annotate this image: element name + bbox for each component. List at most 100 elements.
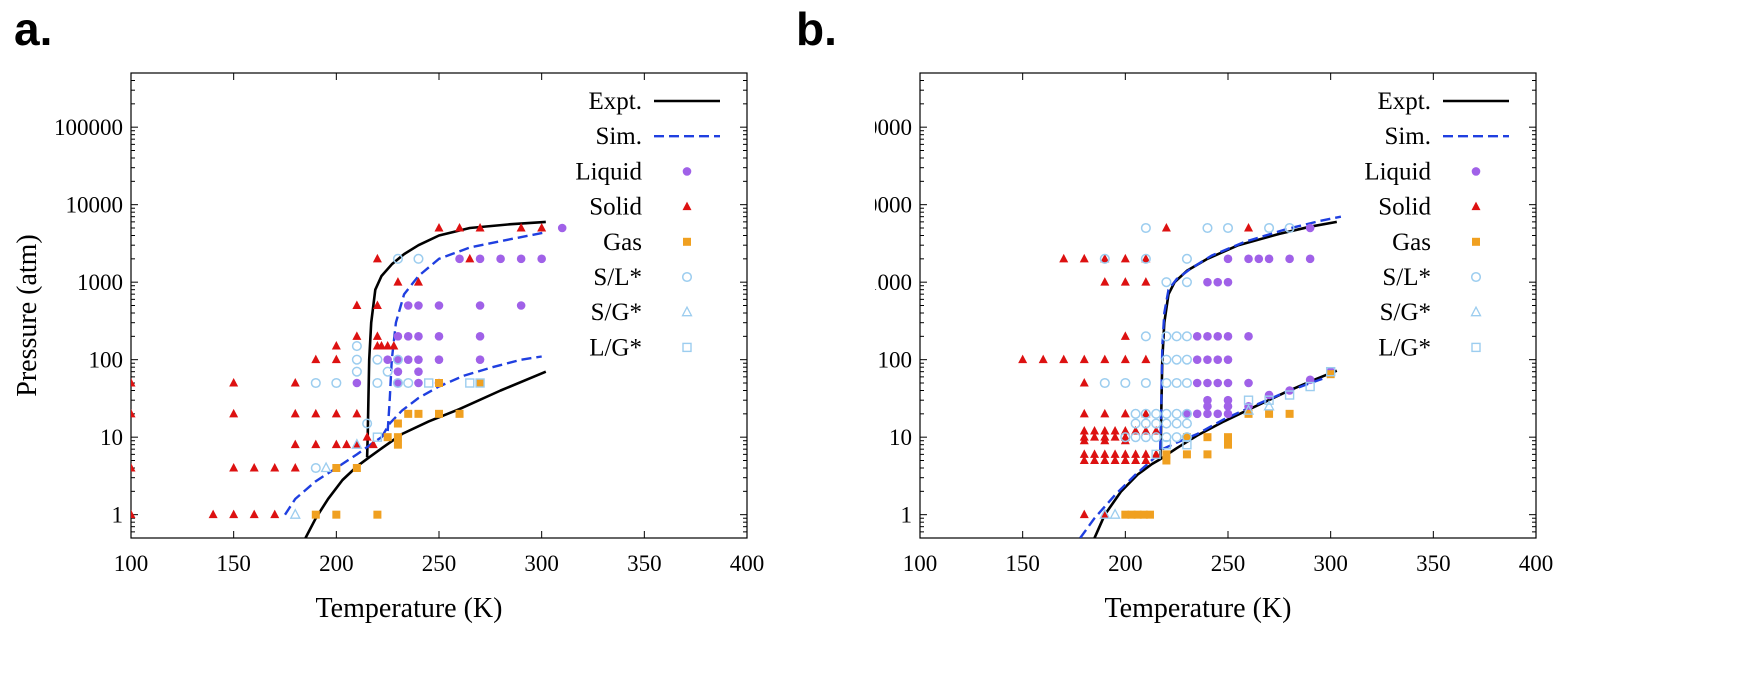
- solid-point: [1018, 354, 1028, 364]
- liquid-point: [393, 355, 403, 364]
- sl-point: [1202, 222, 1213, 234]
- liquid-point: [1244, 254, 1253, 264]
- solid-point: [1090, 455, 1100, 464]
- solid-point: [229, 378, 239, 387]
- solid-point: [434, 223, 444, 232]
- sl-point: [351, 354, 362, 365]
- x-tick-label: 250: [1211, 551, 1246, 576]
- gas-point: [414, 409, 423, 418]
- gas-point: [1203, 450, 1212, 459]
- solid-point: [1079, 426, 1089, 435]
- y-tick-label: 10000: [66, 193, 124, 218]
- solid-point: [131, 509, 136, 519]
- x-axis-title: Temperature (K): [316, 593, 503, 624]
- sl-point: [310, 377, 321, 389]
- gas-point: [352, 464, 361, 473]
- solid-point: [1120, 455, 1130, 464]
- sg-point: [1263, 399, 1275, 411]
- legend-swatch: [1471, 167, 1481, 176]
- solid-point: [1079, 509, 1089, 519]
- sl-point: [1181, 377, 1192, 389]
- liquid-point: [1203, 378, 1212, 388]
- solid-point: [1038, 354, 1048, 364]
- sl-point: [1140, 432, 1151, 443]
- solid-point: [1120, 354, 1130, 364]
- sl-point: [372, 354, 383, 365]
- gas-point: [404, 409, 413, 418]
- solid-point: [537, 223, 547, 232]
- solid-point: [475, 223, 485, 232]
- liquid-point: [1203, 395, 1212, 405]
- solid-point: [372, 300, 382, 309]
- chart-a: 100 150 200 250 300 350 400 1 10 100 1000 10000 1000…: [12, 72, 765, 624]
- sg-point: [351, 438, 363, 449]
- solid-point: [1079, 378, 1089, 387]
- solid-point: [1161, 223, 1171, 232]
- sl-point: [1161, 408, 1172, 419]
- gas-point: [1224, 433, 1232, 442]
- x-tick-label: 400: [730, 551, 765, 576]
- liquid-point: [383, 355, 392, 364]
- liquid-point: [475, 254, 485, 264]
- solid-point: [368, 439, 378, 449]
- legend-label: Expt.: [1378, 88, 1431, 115]
- solid-point: [383, 341, 393, 350]
- liquid-point: [1192, 378, 1202, 388]
- liquid-point: [1223, 355, 1233, 364]
- solid-point: [1079, 354, 1089, 364]
- legend-label: Solid: [1378, 194, 1431, 221]
- sl-point: [1171, 331, 1182, 342]
- lg-point: [1161, 439, 1172, 450]
- solid-point: [1100, 509, 1110, 519]
- solid-point: [1141, 253, 1151, 263]
- solid-point: [131, 463, 136, 472]
- liquid-point: [1203, 277, 1212, 287]
- gas-point: [311, 510, 320, 519]
- gas-point: [1139, 510, 1148, 519]
- panel-a: a. 100 150 200 250 300 350 400 1 10 100 1000 10000 1…: [0, 0, 874, 698]
- legend-label: Sim.: [595, 123, 642, 150]
- y-tick-label: 100: [878, 348, 913, 373]
- sl-point: [1171, 432, 1182, 443]
- liquid-point: [414, 367, 423, 376]
- panel-label: b.: [796, 3, 837, 55]
- solid-point: [372, 253, 382, 263]
- solid-point: [1100, 277, 1110, 286]
- sl-point: [1161, 331, 1172, 342]
- gas-point: [1145, 510, 1154, 519]
- legend-label: Gas: [603, 229, 642, 256]
- y-tick-label: 1000: [875, 270, 912, 295]
- expt-line: [304, 370, 547, 538]
- sl-point: [413, 253, 424, 264]
- sl-point: [1171, 418, 1182, 429]
- y-tick-label: 100000: [54, 115, 123, 140]
- liquid-point: [1192, 409, 1202, 419]
- solid-point: [465, 253, 475, 263]
- solid-point: [362, 432, 372, 441]
- solid-point: [1100, 455, 1110, 464]
- solid-point: [1079, 449, 1089, 458]
- x-tick-label: 400: [1519, 551, 1554, 576]
- solid-point: [270, 463, 280, 472]
- liquid-point: [1182, 409, 1192, 419]
- liquid-point: [516, 301, 526, 310]
- solid-point: [1100, 449, 1110, 458]
- y-tick-label: 100: [89, 348, 124, 373]
- x-tick-label: 150: [1005, 551, 1039, 576]
- solid-point: [1110, 426, 1120, 435]
- x-axis-title: Temperature (K): [1105, 593, 1292, 624]
- liquid-point: [414, 301, 423, 310]
- solid-point: [229, 463, 239, 472]
- solid-point: [290, 378, 300, 387]
- solid-point: [393, 277, 403, 286]
- sl-point: [1161, 277, 1172, 288]
- sl-point: [1161, 354, 1172, 365]
- lg-point: [1182, 439, 1192, 450]
- liquid-point: [1254, 254, 1264, 264]
- sl-point: [1140, 408, 1151, 419]
- liquid-point: [393, 378, 403, 388]
- legend-label: Liquid: [1364, 158, 1431, 185]
- x-tick-label: 200: [319, 551, 354, 576]
- legend-swatch: [1472, 237, 1480, 246]
- sl-point: [1171, 408, 1182, 419]
